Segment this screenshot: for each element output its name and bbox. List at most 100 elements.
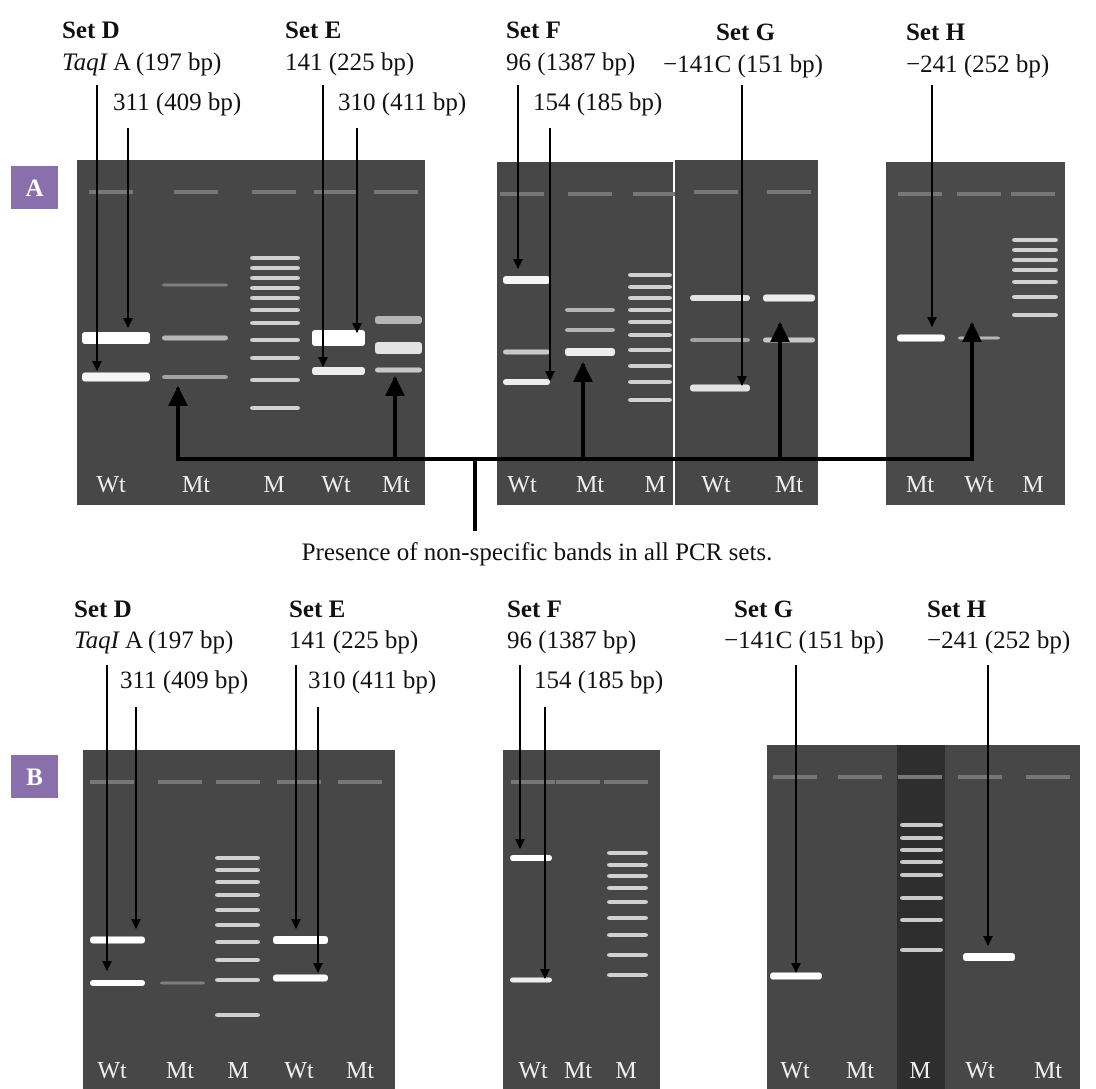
band bbox=[763, 295, 815, 302]
band bbox=[215, 908, 260, 912]
band bbox=[607, 933, 648, 937]
band bbox=[900, 860, 943, 864]
band bbox=[900, 848, 943, 852]
lane-label: Wt bbox=[701, 472, 731, 498]
lane-label: Wt bbox=[96, 472, 126, 498]
well bbox=[90, 780, 134, 784]
band bbox=[628, 308, 672, 312]
band bbox=[628, 296, 672, 300]
gene-name: TaqI bbox=[62, 49, 109, 76]
well bbox=[1011, 192, 1055, 196]
lane-label: Wt bbox=[97, 1058, 127, 1084]
band bbox=[628, 285, 672, 289]
lane-label: Mt bbox=[906, 472, 934, 498]
band bbox=[215, 868, 260, 872]
band bbox=[607, 953, 648, 957]
well bbox=[568, 192, 612, 196]
band bbox=[215, 893, 260, 897]
band bbox=[607, 900, 648, 904]
set-name: Set E bbox=[285, 17, 341, 44]
band bbox=[900, 823, 943, 827]
band bbox=[628, 348, 672, 352]
well bbox=[252, 190, 296, 194]
well bbox=[89, 190, 133, 194]
band bbox=[900, 918, 943, 922]
band bbox=[1012, 313, 1058, 317]
well bbox=[556, 780, 600, 784]
well bbox=[314, 190, 358, 194]
band bbox=[628, 364, 672, 368]
well bbox=[216, 780, 260, 784]
band bbox=[312, 330, 365, 346]
well bbox=[338, 780, 382, 784]
panel-label: B bbox=[26, 764, 43, 791]
gel-strip bbox=[897, 745, 945, 1089]
band bbox=[82, 332, 150, 344]
well bbox=[957, 192, 1001, 196]
set-name: Set H bbox=[906, 19, 966, 46]
primer-label: 141 (225 bp) bbox=[289, 627, 418, 654]
lane-label: M bbox=[227, 1058, 248, 1084]
band bbox=[1012, 248, 1058, 252]
primer-label: 311 (409 bp) bbox=[113, 89, 241, 116]
band bbox=[770, 973, 822, 980]
lane-label: M bbox=[615, 1058, 636, 1084]
lane-label: Wt bbox=[518, 1058, 548, 1084]
band bbox=[215, 856, 260, 860]
band bbox=[607, 863, 648, 867]
lane-label: Wt bbox=[284, 1058, 314, 1084]
well bbox=[898, 775, 942, 779]
band bbox=[763, 338, 815, 343]
band bbox=[607, 973, 648, 977]
primer-label: 310 (411 bp) bbox=[338, 89, 466, 116]
band bbox=[250, 296, 300, 300]
set-name: Set G bbox=[734, 596, 793, 623]
well bbox=[174, 190, 218, 194]
lane-label: Mt bbox=[166, 1058, 194, 1084]
band bbox=[900, 873, 943, 877]
band bbox=[900, 836, 943, 840]
band bbox=[215, 940, 260, 944]
lane-label: Mt bbox=[775, 472, 803, 498]
band bbox=[1012, 238, 1058, 242]
band bbox=[503, 276, 550, 284]
lane-label: Mt bbox=[346, 1058, 374, 1084]
band bbox=[628, 333, 672, 337]
band bbox=[90, 980, 145, 986]
well bbox=[694, 190, 738, 194]
primer-label: 96 (1387 bp) bbox=[506, 49, 635, 76]
band bbox=[628, 380, 672, 384]
band bbox=[897, 335, 945, 342]
lane-label: Wt bbox=[780, 1058, 810, 1084]
band bbox=[162, 284, 228, 287]
band bbox=[690, 385, 750, 392]
primer-label: −141C (151 bp) bbox=[724, 627, 884, 654]
band bbox=[375, 368, 422, 373]
primer-label: 311 (409 bp) bbox=[120, 667, 248, 694]
band bbox=[90, 937, 145, 944]
band bbox=[160, 982, 205, 985]
gels bbox=[77, 160, 1080, 1089]
band bbox=[250, 338, 300, 342]
primer-label: 154 (185 bp) bbox=[533, 89, 662, 116]
band bbox=[958, 337, 1000, 340]
well bbox=[1026, 775, 1070, 779]
primer-label: TaqIA (197 bp) bbox=[62, 49, 221, 76]
set-name: Set E bbox=[289, 596, 345, 623]
band bbox=[312, 367, 365, 375]
well bbox=[374, 190, 418, 194]
annotation: Presence of non-specific bands in all PC… bbox=[302, 539, 773, 566]
lane-label: Mt bbox=[382, 472, 410, 498]
band bbox=[503, 379, 550, 385]
primer-label: −241 (252 bp) bbox=[906, 51, 1049, 78]
band bbox=[1012, 268, 1058, 272]
well bbox=[500, 192, 544, 196]
band bbox=[565, 308, 615, 312]
band bbox=[215, 958, 260, 962]
band bbox=[162, 336, 228, 341]
band bbox=[628, 320, 672, 324]
well bbox=[511, 780, 555, 784]
primer-text: A (197 bp) bbox=[125, 627, 233, 654]
band bbox=[82, 373, 150, 382]
